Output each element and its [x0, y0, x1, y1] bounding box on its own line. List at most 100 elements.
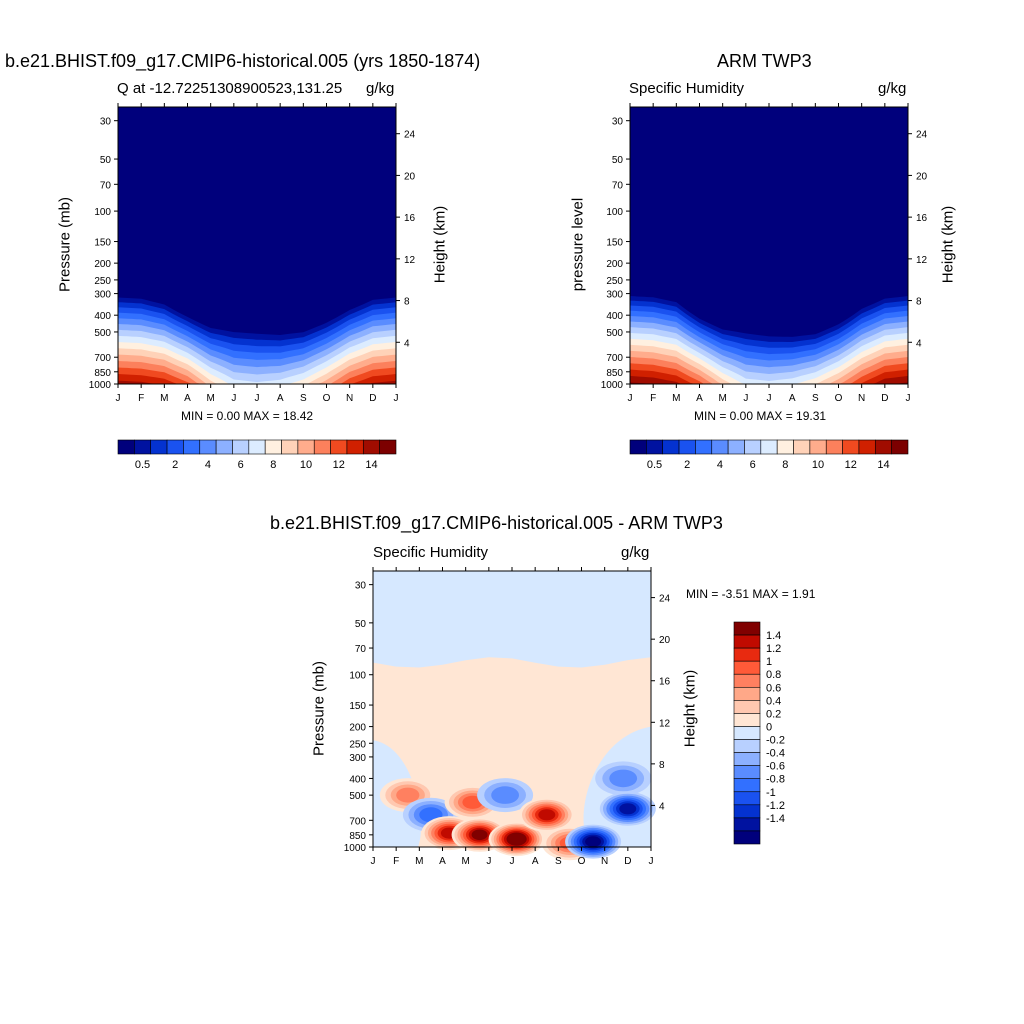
chart2-band-4 — [630, 310, 908, 384]
chart2-colorbar-label-0: 0.5 — [647, 459, 662, 471]
chart2-ytick-label-50: 50 — [612, 155, 624, 166]
chart2-xtick-label-9: O — [835, 393, 843, 404]
chart1-minmax: MIN = 0.00 MAX = 18.42 — [181, 409, 314, 423]
chart2-xtick-label-7: A — [789, 393, 796, 404]
chart2-rtick-label-12: 12 — [916, 255, 928, 266]
chart1-left-string: Q at -12.72251308900523,131.25 — [117, 80, 343, 97]
chart1-ytick-label-1000: 1000 — [89, 380, 112, 391]
chart3-rtick-label-24: 24 — [659, 594, 671, 605]
chart2-colorbar-box-13 — [842, 439, 860, 455]
chart1-xtick-label-7: A — [277, 393, 284, 404]
chart1-rtick-label-24: 24 — [404, 130, 416, 141]
chart1-colorbar-box-16 — [379, 439, 397, 455]
chart1-rtick-label-20: 20 — [404, 171, 416, 182]
chart2-colorbar-label-3: 6 — [750, 459, 756, 471]
chart1-xtick-label-11: D — [369, 393, 376, 404]
chart1-ytick-label-400: 400 — [94, 311, 111, 322]
chart2-band-8 — [630, 332, 908, 384]
chart3-colorbar-label-10: -0.6 — [766, 761, 785, 773]
chart1-ytick-label-100: 100 — [94, 207, 111, 218]
chart3-anomaly-2-level-6 — [440, 827, 458, 839]
chart3-anomaly-0-level-3 — [396, 787, 420, 803]
chart1-rtick-label-16: 16 — [404, 213, 416, 224]
chart2-xtick-label-12: J — [906, 393, 911, 404]
chart3-xtick-label-4: M — [461, 856, 469, 867]
chart3-anomaly-3-level-0 — [444, 785, 501, 820]
chart1-colorbar-box-10 — [281, 439, 299, 455]
chart3-ytick-label-150: 150 — [349, 701, 366, 712]
chart3-anomaly-1-level-2 — [413, 804, 448, 826]
chart2-xtick-label-2: M — [672, 393, 680, 404]
chart3-colorbar-box-7 — [733, 713, 761, 727]
chart2-band-12 — [630, 357, 908, 384]
chart2-units: g/kg — [878, 80, 907, 97]
chart3-ytick-label-250: 250 — [349, 739, 366, 750]
chart2-left-string: Specific Humidity — [629, 80, 745, 97]
chart2-xtick-label-11: D — [881, 393, 888, 404]
chart3-anomaly-0-level-0 — [379, 778, 436, 813]
chart3-colorbar-box-0 — [733, 621, 761, 636]
chart3-ytick-label-400: 400 — [349, 774, 366, 785]
chart1-colorbar-label-4: 8 — [270, 459, 276, 471]
chart3-left-string: Specific Humidity — [373, 544, 489, 561]
chart3-anomaly-9-level-0 — [565, 824, 622, 859]
chart3-anomaly-9-level-2 — [570, 827, 616, 856]
chart2-band-16 — [630, 382, 908, 384]
chart1-band-11 — [118, 354, 396, 384]
chart1-xtick-label-8: S — [300, 393, 307, 404]
chart3-colorbar-box-2 — [733, 647, 761, 662]
chart3-anomaly-4-level-5 — [465, 826, 494, 844]
chart3-colorbar-box-6 — [733, 700, 761, 714]
chart2-colorbar-box-10 — [793, 439, 811, 455]
chart3-anomaly-11-level-6 — [619, 803, 637, 815]
chart1-band-4 — [118, 312, 396, 384]
chart1-xtick-label-0: J — [116, 393, 121, 404]
chart3-anomaly-11-level-4 — [612, 799, 643, 819]
chart1-ytick-label-850: 850 — [94, 368, 111, 379]
chart3-frame — [372, 570, 652, 848]
chart1-ylabel-right: Height (km) — [431, 205, 449, 284]
chart1-band-8 — [118, 335, 396, 384]
chart1-colorbar-label-6: 12 — [333, 459, 345, 471]
chart1-ytick-label-30: 30 — [100, 117, 112, 128]
chart3-anomaly-11-level-2 — [606, 795, 650, 822]
chart3-colorbar-box-15 — [733, 817, 761, 832]
chart2-colorbar-label-5: 10 — [812, 459, 824, 471]
chart1-xtick-label-5: J — [231, 393, 236, 404]
chart3-anomaly-7-level-4 — [531, 805, 562, 825]
chart3-anomaly-4-level-3 — [460, 822, 499, 847]
chart3-colorbar-label-14: -1.4 — [766, 813, 785, 825]
chart2-band-6 — [630, 321, 908, 384]
chart3-anomaly-11-level-0 — [599, 791, 656, 826]
chart2-ytick-label-700: 700 — [606, 353, 623, 364]
chart2-ytick-label-300: 300 — [606, 290, 623, 301]
chart3-minmax: MIN = -3.51 MAX = 1.91 — [686, 587, 816, 601]
chart3-colorbar-label-7: 0 — [766, 721, 772, 733]
chart2-xtick-label-8: S — [812, 393, 819, 404]
chart3-colorbar-label-1: 1.2 — [766, 643, 781, 655]
chart3-xtick-label-6: J — [510, 856, 515, 867]
chart3-anomaly-9-level-7 — [585, 836, 602, 847]
chart3-anomaly-1-level-0 — [402, 797, 459, 832]
chart3-anomaly-5-level-2 — [491, 786, 519, 804]
chart3-rtick-label-8: 8 — [659, 760, 665, 771]
chart2-colorbar-box-4 — [695, 439, 713, 455]
chart2-ytick-label-200: 200 — [606, 259, 623, 270]
chart2-colorbar-label-2: 4 — [717, 459, 723, 471]
chart2-colorbar-label-1: 2 — [684, 459, 690, 471]
chart3-anomaly-7-level-6 — [538, 809, 556, 821]
chart1-colorbar-box-15 — [362, 439, 380, 455]
chart1-colorbar-box-7 — [232, 439, 250, 455]
chart3-anomaly-8-level-0 — [541, 826, 598, 861]
chart1-colorbar-box-2 — [150, 439, 168, 455]
chart1-colorbar-label-5: 10 — [300, 459, 312, 471]
chart1-ytick-label-500: 500 — [94, 328, 111, 339]
chart2-minmax: MIN = 0.00 MAX = 19.31 — [694, 409, 827, 423]
chart1-colorbar-label-0: 0.5 — [135, 459, 150, 471]
chart1-band-14 — [118, 374, 396, 384]
chart3-anomaly-1-level-3 — [419, 807, 443, 823]
chart1-ytick-label-200: 200 — [94, 259, 111, 270]
chart2-band-3 — [630, 305, 908, 384]
chart3-anomaly-9-level-3 — [573, 829, 613, 854]
